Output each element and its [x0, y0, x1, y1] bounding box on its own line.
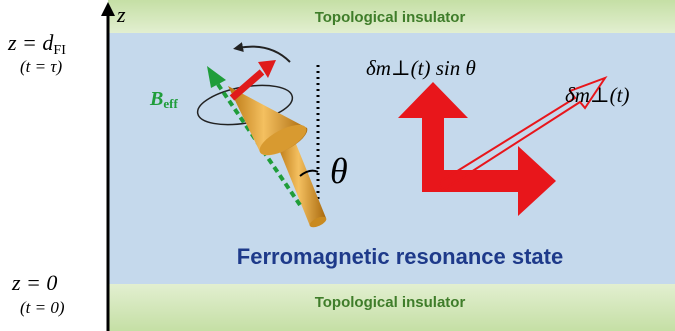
top-z-label: z = dFI	[7, 30, 66, 58]
z-axis-label: z	[116, 2, 126, 27]
bottom-layer-label: Topological insulator	[315, 294, 466, 311]
projection-label: δm⊥(t) sin θ	[366, 56, 476, 80]
bottom-t-label: (t = 0)	[20, 298, 65, 317]
fluctuation-label: δm⊥(t)	[565, 83, 630, 107]
diagram: Topological insulator Topological insula…	[0, 0, 675, 331]
state-label: Ferromagnetic resonance state	[237, 244, 563, 269]
angle-label: θ	[330, 151, 348, 191]
field-main: B	[149, 88, 163, 110]
field-sub: eff	[163, 96, 178, 111]
top-layer-label: Topological insulator	[315, 9, 466, 26]
bottom-z-label: z = 0	[11, 270, 57, 295]
top-z-sub: FI	[53, 43, 66, 58]
top-z-main: z = d	[7, 30, 54, 55]
top-t-label: (t = τ)	[20, 57, 62, 76]
